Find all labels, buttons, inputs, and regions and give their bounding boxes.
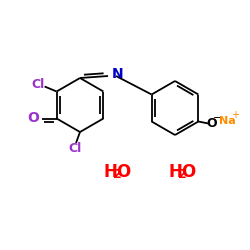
Text: 2: 2 bbox=[178, 168, 186, 181]
Text: O: O bbox=[206, 117, 217, 130]
Text: O: O bbox=[181, 163, 195, 181]
Text: Na: Na bbox=[219, 116, 236, 126]
Text: O: O bbox=[28, 112, 40, 126]
Text: N: N bbox=[112, 67, 124, 81]
Text: −: − bbox=[213, 114, 222, 124]
Text: H: H bbox=[103, 163, 117, 181]
Text: +: + bbox=[232, 110, 239, 120]
Text: H: H bbox=[168, 163, 182, 181]
Text: Cl: Cl bbox=[68, 142, 82, 154]
Text: 2: 2 bbox=[112, 168, 122, 181]
Text: O: O bbox=[116, 163, 130, 181]
Text: Cl: Cl bbox=[31, 78, 44, 91]
